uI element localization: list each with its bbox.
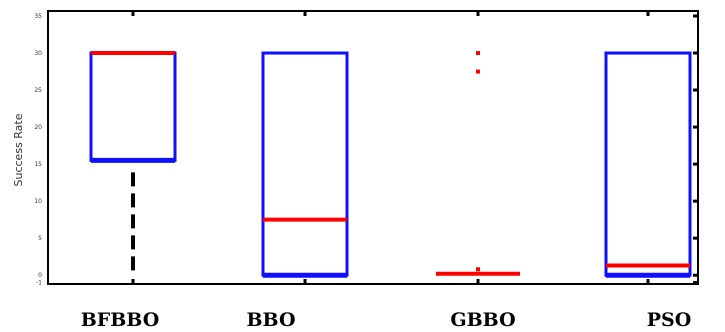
y-tick-label: -1 [36, 280, 42, 287]
box-pso [604, 51, 692, 278]
box-gbbo [436, 51, 520, 276]
y-tick-label: 35 [34, 13, 42, 20]
plot-area [47, 10, 699, 285]
category-label: PSO [647, 309, 692, 331]
bottom-ticks [131, 279, 650, 284]
y-tick-labels: 35 30 25 20 15 10 5 0-1 [34, 13, 42, 287]
y-tick-label: 10 [34, 198, 42, 205]
box-series [89, 51, 692, 278]
y-tick-label: 15 [34, 161, 42, 168]
y-tick-label: 0 [38, 272, 42, 279]
outlier-point [476, 69, 480, 74]
top-ticks [131, 11, 650, 16]
category-label: GBBO [450, 309, 515, 331]
category-labels: BFBBO BBO GBBO PSO [81, 309, 692, 331]
outlier-point [476, 267, 480, 272]
category-label: BBO [246, 309, 295, 331]
right-ticks [693, 14, 698, 285]
y-tick-label: 25 [34, 87, 42, 94]
box-bbo [261, 51, 349, 278]
y-tick-label: 5 [38, 235, 42, 242]
y-axis-label: Success Rate [12, 113, 25, 186]
outlier-point [476, 51, 480, 56]
y-tick-label: 20 [34, 124, 42, 131]
y-tick-label: 30 [34, 50, 42, 57]
category-label: BFBBO [81, 309, 160, 331]
box-bfbbo [89, 51, 177, 276]
